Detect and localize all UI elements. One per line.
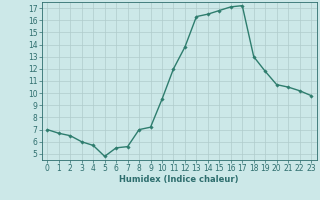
X-axis label: Humidex (Indice chaleur): Humidex (Indice chaleur) <box>119 175 239 184</box>
